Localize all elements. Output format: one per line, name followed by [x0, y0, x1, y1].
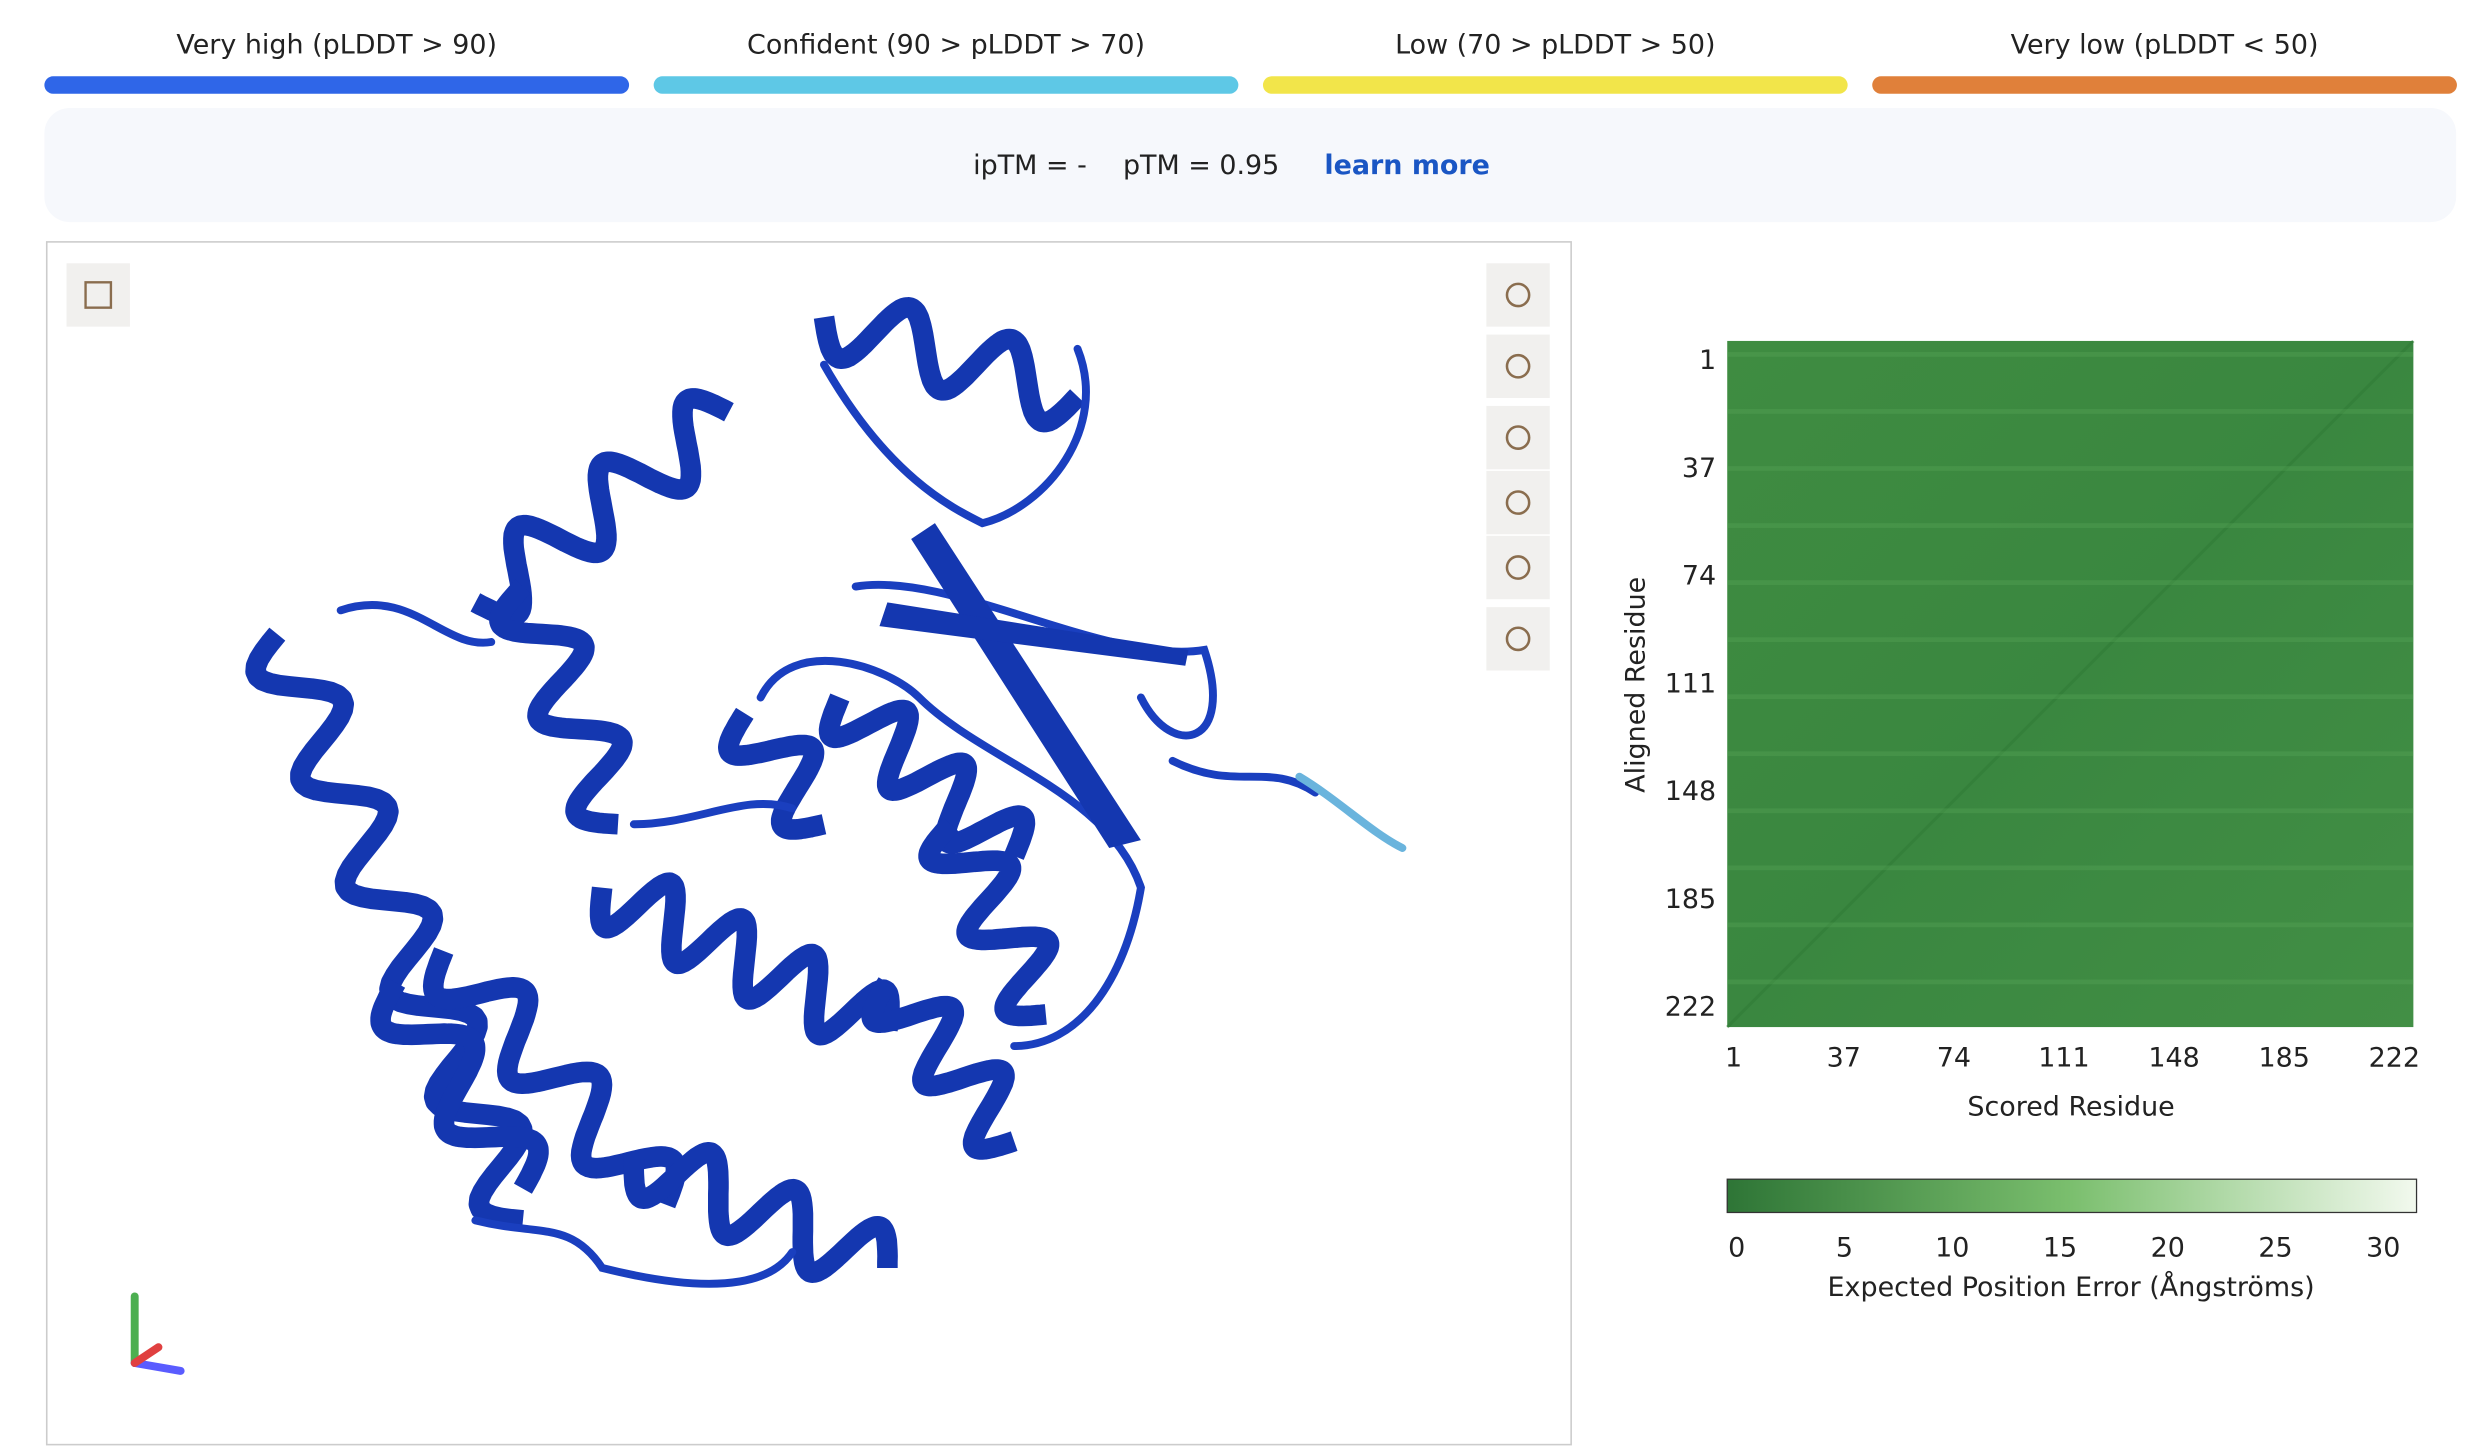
colorbar-label: Expected Position Error (Ångströms) — [1828, 1271, 2315, 1303]
x-axis-label: Scored Residue — [1967, 1091, 2174, 1122]
colorbar-tick-label: 20 — [2151, 1232, 2185, 1263]
helix — [818, 692, 1036, 861]
y-axis-label: Aligned Residue — [1620, 577, 1651, 793]
heatmap-stripe — [1727, 865, 2414, 871]
toolbar-button[interactable] — [1486, 263, 1550, 327]
heatmap-stripe — [1727, 694, 2414, 700]
toolbar-icon — [1505, 626, 1531, 652]
toolbar-button[interactable] — [1486, 405, 1550, 470]
y-tick-label: 222 — [1665, 992, 1716, 1023]
heatmap-stripe — [1727, 523, 2414, 528]
toolbar-icon — [1505, 353, 1531, 379]
coil — [471, 1216, 797, 1288]
heatmap-diagonal — [1726, 339, 2415, 1029]
coil — [756, 657, 1145, 1051]
x-tick-label: 1 — [1725, 1042, 1742, 1073]
legend-bar — [44, 76, 630, 94]
heatmap-stripe — [1727, 580, 2414, 585]
colorbar — [1726, 1178, 2418, 1214]
colorbar-tick-label: 15 — [2043, 1232, 2077, 1263]
play-icon — [84, 281, 113, 309]
coil — [1168, 756, 1320, 797]
toolbar-icon — [1505, 555, 1531, 580]
x-tick-label: 37 — [1827, 1042, 1861, 1073]
y-tick-label: 111 — [1665, 668, 1716, 699]
score-panel — [44, 108, 2457, 223]
y-tick-label: 148 — [1665, 776, 1716, 807]
y-tick-label: 185 — [1665, 884, 1716, 915]
toolbar-icon — [1505, 425, 1531, 450]
colorbar-tick-label: 5 — [1836, 1232, 1853, 1263]
x-tick-label: 148 — [2148, 1042, 2199, 1073]
toolbar-button[interactable] — [1486, 470, 1550, 535]
toolbar-button[interactable] — [1486, 535, 1550, 600]
helix — [489, 579, 633, 835]
helix — [623, 1141, 898, 1283]
legend-label: Confident (90 > pLDDT > 70) — [747, 30, 1145, 61]
heatmap-stripe — [1727, 922, 2414, 928]
heatmap-stripe — [1727, 466, 2414, 471]
helix — [861, 976, 1020, 1160]
helix — [370, 976, 549, 1196]
strand — [879, 602, 1189, 666]
strand — [911, 523, 1141, 849]
ptm: pTM = 0.95 — [1123, 150, 1279, 181]
toolbar-button[interactable] — [1486, 607, 1550, 671]
helix — [918, 817, 1060, 1027]
x-tick-label: 111 — [2038, 1042, 2089, 1073]
coil — [1295, 772, 1407, 852]
coil — [629, 800, 797, 829]
helix — [470, 388, 734, 627]
colorbar-tick-label: 0 — [1728, 1232, 1745, 1263]
x-tick-label: 185 — [2259, 1042, 2310, 1073]
heatmap-stripe — [1727, 751, 2414, 757]
legend-bar — [1262, 76, 1848, 94]
legend-bar — [653, 76, 1239, 94]
toolbar-icon — [1505, 490, 1531, 515]
legend-bar — [1872, 76, 2457, 94]
colorbar-tick-label: 30 — [2366, 1232, 2400, 1263]
coil — [336, 601, 496, 647]
pae-chart: Scored Residue Aligned Residue Expected … — [1620, 339, 2418, 1303]
play-button[interactable] — [66, 263, 130, 327]
x-tick-label: 74 — [1937, 1042, 1971, 1073]
coil — [820, 344, 1090, 528]
helix — [589, 872, 900, 1046]
legend-label: Low (70 > pLDDT > 50) — [1395, 30, 1715, 61]
heatmap-stripe — [1727, 409, 2414, 414]
toolbar-button[interactable] — [1486, 334, 1550, 398]
legend-label: Very low (pLDDT < 50) — [2011, 30, 2319, 61]
heatmap-stripe — [1727, 637, 2414, 643]
heatmap-stripe — [1727, 979, 2414, 985]
legend-label: Very high (pLDDT > 90) — [176, 30, 497, 61]
colorbar-tick-label: 10 — [1935, 1232, 1969, 1263]
helix — [813, 297, 1085, 433]
x-tick-label: 222 — [2369, 1042, 2420, 1073]
y-tick-label: 37 — [1682, 453, 1716, 484]
learn-more-link[interactable]: learn more — [1324, 150, 1490, 181]
y-tick-label: 74 — [1682, 561, 1716, 592]
helix — [245, 627, 533, 1231]
toolbar-icon — [1505, 282, 1531, 308]
heatmap-stripe — [1727, 352, 2414, 357]
heatmap-stripe — [1727, 808, 2414, 814]
colorbar-tick-label: 25 — [2258, 1232, 2292, 1263]
helix — [717, 705, 832, 840]
iptm: ipTM = - — [973, 150, 1087, 181]
axes-gizmo — [130, 1292, 185, 1375]
protein-structure — [245, 297, 1407, 1288]
y-tick-label: 1 — [1699, 345, 1716, 376]
